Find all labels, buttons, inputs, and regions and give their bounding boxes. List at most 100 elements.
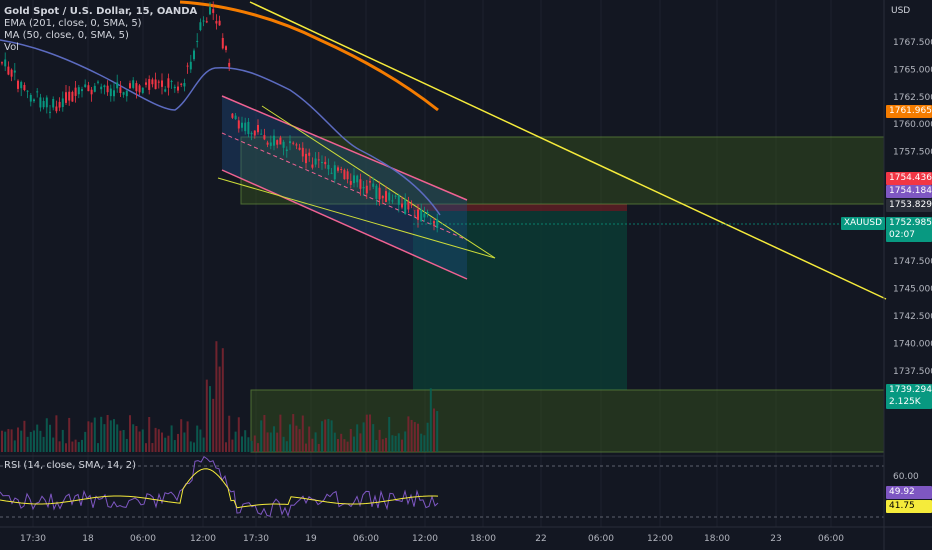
- candle-body: [161, 80, 163, 87]
- candle-body: [257, 125, 259, 133]
- candle-body: [327, 164, 330, 170]
- price-tick-label: 1742.500: [893, 312, 932, 322]
- candle-body: [135, 83, 138, 92]
- volume-bar: [330, 420, 333, 452]
- price-tag: 1754.436: [886, 172, 932, 185]
- ma-legend[interactable]: MA (50, close, 0, SMA, 5): [4, 30, 129, 41]
- candle-body: [177, 86, 179, 91]
- price-tick-label: 1765.000: [893, 65, 932, 75]
- price-tag: 2.125K: [886, 396, 932, 409]
- candle-body: [183, 82, 186, 87]
- volume-bar: [215, 341, 218, 452]
- symbol-tag[interactable]: XAUUSD: [840, 217, 885, 230]
- candlestick-series[interactable]: [1, 1, 439, 233]
- volume-bar: [186, 421, 189, 452]
- time-tick-label: 12:00: [412, 534, 438, 544]
- symbol-title[interactable]: Gold Spot / U.S. Dollar, 15, OANDA: [4, 6, 198, 17]
- candle-body: [426, 212, 429, 214]
- vol-legend[interactable]: Vol: [4, 42, 19, 53]
- volume-bar: [26, 436, 29, 452]
- volume-bar: [401, 439, 403, 452]
- time-tick-label: 22: [535, 534, 546, 544]
- volume-bar: [276, 432, 279, 452]
- volume-bar: [353, 436, 355, 452]
- volume-bar: [282, 436, 285, 452]
- volume-bar: [193, 442, 195, 452]
- candle-body: [26, 90, 29, 92]
- volume-bar: [157, 429, 160, 452]
- candle-body: [20, 81, 23, 89]
- candle-body: [266, 142, 269, 145]
- volume-bar: [68, 417, 71, 452]
- price-tag: 02:07: [886, 229, 932, 242]
- time-tick-label: 17:30: [20, 534, 46, 544]
- candle-body: [180, 83, 183, 85]
- candle-body: [215, 21, 218, 24]
- candle-body: [413, 215, 416, 217]
- volume-bar: [116, 424, 119, 452]
- candle-body: [122, 92, 125, 95]
- candle-body: [340, 168, 343, 170]
- demand-zone-lower[interactable]: [250, 389, 885, 453]
- candle-body: [330, 172, 333, 174]
- volume-bar: [324, 419, 327, 452]
- price-tick-label: 1747.500: [893, 257, 932, 267]
- candle-body: [45, 97, 48, 108]
- channel-mid-line: [221, 132, 468, 241]
- volume-bar: [413, 422, 416, 452]
- long-trendline[interactable]: [249, 1, 887, 300]
- candle-body: [314, 158, 317, 165]
- volume-bar: [52, 437, 55, 452]
- wedge-lower-line[interactable]: [217, 177, 496, 259]
- volume-bar: [103, 424, 106, 452]
- candle-body: [209, 7, 211, 15]
- candle-body: [167, 78, 170, 88]
- candle-body: [202, 20, 205, 22]
- candle-body: [138, 85, 141, 93]
- candle-body: [343, 169, 346, 180]
- volume-bar: [77, 442, 80, 452]
- price-tick-label: 1757.500: [893, 148, 932, 158]
- channel-lower-line[interactable]: [221, 169, 468, 280]
- volume-bar: [269, 432, 272, 452]
- candle-body: [369, 181, 371, 183]
- volume-bar: [97, 443, 99, 452]
- volume-bar: [311, 438, 314, 452]
- volume-bar: [314, 432, 317, 452]
- candle-body: [29, 94, 32, 102]
- time-tick-label: 06:00: [588, 534, 614, 544]
- wedge-upper-line[interactable]: [261, 105, 496, 259]
- volume-bar: [295, 425, 298, 452]
- volume-bar: [49, 424, 51, 452]
- candle-body: [289, 141, 291, 144]
- ema-legend[interactable]: EMA (201, close, 0, SMA, 5): [4, 18, 142, 29]
- price-tick-label: 1762.500: [893, 93, 932, 103]
- volume-bar: [397, 433, 400, 452]
- long-position-zone[interactable]: [413, 211, 627, 390]
- stop-loss-zone[interactable]: [413, 204, 627, 211]
- price-tag: 1752.985: [886, 217, 932, 230]
- time-axis[interactable]: 17:30 18 06:00 12:00 17:30 19 06:00 12:00 18:00 2…: [20, 534, 844, 544]
- rsi-legend[interactable]: RSI (14, close, SMA, 14, 2): [4, 460, 137, 471]
- candle-body: [365, 185, 368, 194]
- volume-bar: [433, 408, 435, 452]
- time-tick-label: 18:00: [470, 534, 496, 544]
- candle-body: [279, 137, 282, 145]
- candle-body: [55, 106, 58, 112]
- candle-body: [42, 101, 45, 108]
- volume-bar: [20, 430, 23, 452]
- volume-bar: [74, 439, 77, 452]
- candle-body: [282, 141, 285, 148]
- candle-body: [132, 80, 135, 88]
- candle-body: [244, 122, 247, 132]
- volume-bar: [417, 423, 419, 452]
- volume-bar: [343, 439, 346, 452]
- volume-bar: [429, 388, 432, 452]
- volume-bar: [420, 433, 423, 452]
- candle-body: [241, 122, 243, 128]
- channel-upper-line[interactable]: [221, 95, 468, 201]
- volume-bar: [244, 430, 247, 452]
- volume-bar: [266, 432, 269, 452]
- volume-bar: [285, 441, 288, 452]
